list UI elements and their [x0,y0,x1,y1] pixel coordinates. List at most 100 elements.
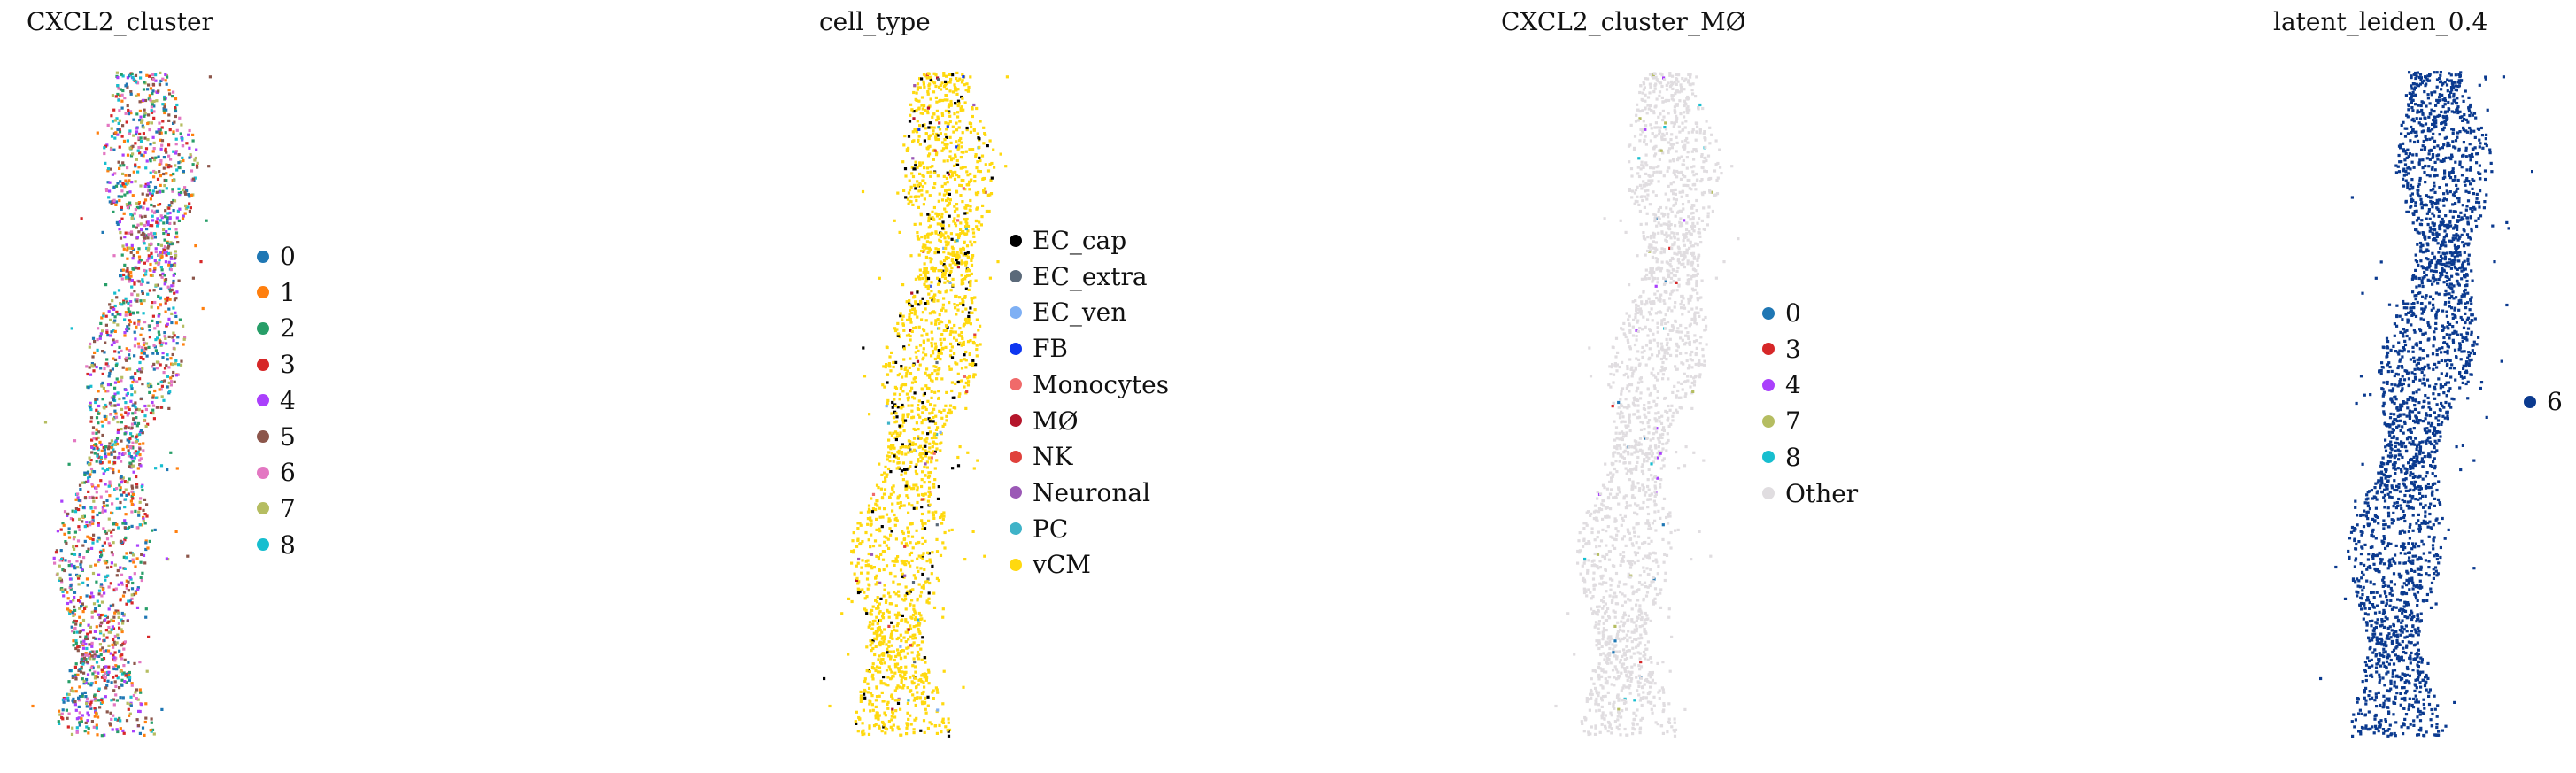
data-point [105,537,110,541]
data-point [117,583,120,586]
data-point [971,340,975,344]
data-point [104,161,107,165]
data-point [172,90,175,94]
data-point [121,244,125,248]
data-point [128,271,131,274]
data-point [159,388,163,391]
data-point [90,654,94,658]
data-point [106,679,110,683]
data-point [172,132,175,135]
data-point [915,198,918,203]
data-point [139,355,143,359]
data-point [166,353,169,357]
data-point [127,406,130,409]
data-point [126,676,129,679]
data-point [933,369,937,373]
data-point [72,545,75,549]
data-point [149,268,152,272]
data-point [116,182,120,185]
data-point [899,314,902,318]
data-point [1654,194,1658,197]
data-point [894,558,898,562]
data-point [866,522,870,526]
data-point [936,134,940,137]
data-point [191,276,195,280]
data-point [95,496,98,499]
data-point [91,510,95,514]
data-point [927,552,931,555]
data-point [904,618,908,622]
data-point [941,303,945,306]
data-point [166,385,169,389]
data-point [130,285,134,289]
data-point [109,630,112,634]
data-point [135,267,138,270]
data-point [960,145,963,149]
data-point [1600,716,1604,720]
data-point [147,635,151,638]
data-point [162,166,166,170]
data-point [95,437,98,441]
data-point [79,629,82,633]
data-point [85,646,89,651]
data-point [1690,263,1694,267]
data-point [881,658,885,661]
data-point [900,681,903,684]
data-point [936,222,940,226]
data-point [123,538,127,542]
data-point [1653,494,1657,498]
data-point [957,175,961,179]
legend-marker [257,538,269,552]
data-point [923,391,926,396]
data-point [157,382,160,385]
data-point [909,390,912,393]
data-point [110,699,113,702]
data-point [151,150,155,153]
data-point [56,530,59,533]
data-point [951,90,955,94]
data-point [948,155,952,158]
data-point [1610,600,1614,604]
data-point [104,575,107,578]
data-point [118,145,121,149]
data-point [944,189,948,193]
data-point [130,393,134,397]
data-point [922,328,925,331]
data-point [902,358,906,361]
data-point [953,217,956,220]
data-point [888,602,892,606]
data-point [878,641,882,645]
data-point [118,130,122,134]
data-point [1659,269,1663,273]
data-point [112,615,116,619]
data-point [143,341,146,344]
data-point [947,734,951,738]
data-point [116,92,120,97]
data-point [911,203,915,206]
data-point [1656,396,1659,399]
data-point [151,156,154,159]
data-point [921,406,924,410]
data-point [112,638,115,641]
data-point [954,102,957,105]
data-point [929,170,932,174]
data-point [118,228,121,231]
data-point [886,345,889,350]
data-point [897,667,901,670]
data-point [924,267,928,270]
data-point [128,201,132,205]
data-point [1594,686,1597,690]
data-point [966,89,970,92]
data-point [954,224,958,228]
data-point [878,527,881,530]
data-point [1668,669,1672,673]
data-point [927,490,931,493]
data-point [143,201,146,205]
data-point [916,691,919,694]
data-point [102,527,105,530]
data-point [928,257,932,260]
data-point [962,282,965,285]
data-point [1601,633,1605,637]
data-point [878,568,881,571]
data-point [1621,624,1625,628]
